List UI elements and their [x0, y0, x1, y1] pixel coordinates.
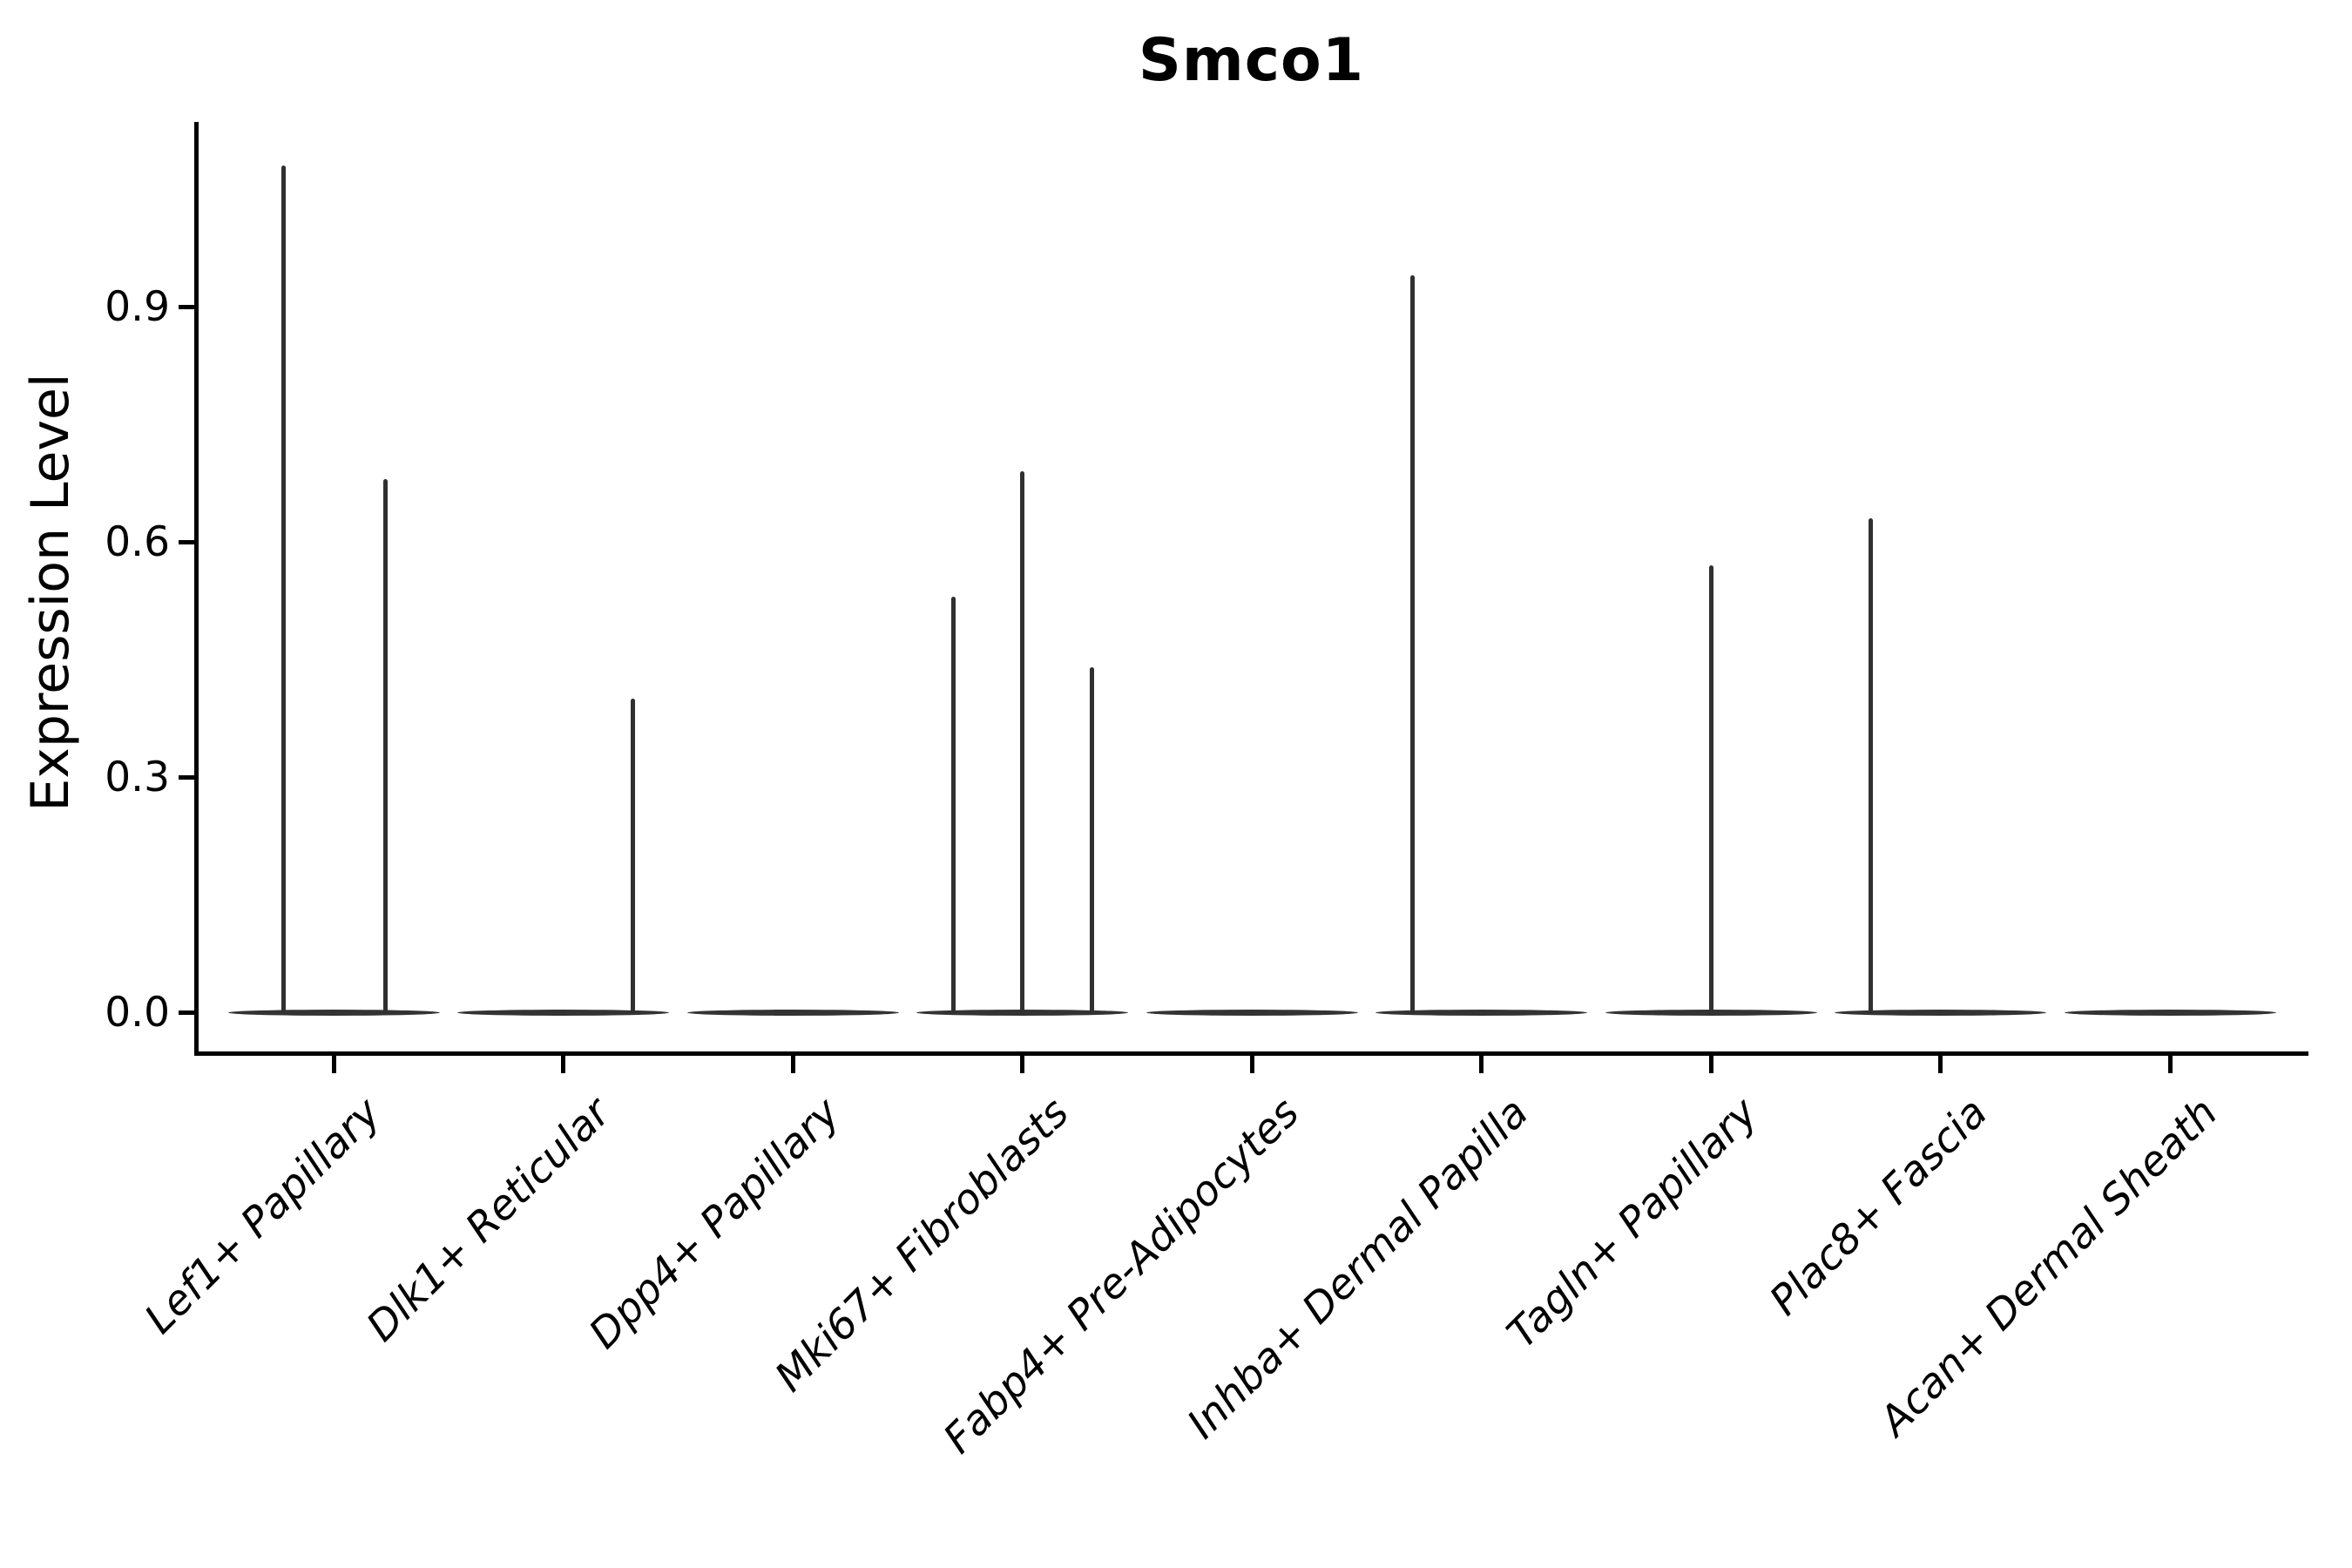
x-tick-mark: [790, 1056, 795, 1073]
y-tick-label: 0.9: [105, 282, 170, 331]
plot-title: Smco1: [1138, 26, 1365, 95]
y-tick-mark: [179, 539, 194, 544]
violin-body: [1375, 1009, 1587, 1016]
x-tick-mark: [1020, 1056, 1024, 1073]
x-tick-label: Dpp4+ Papillary: [579, 1088, 849, 1359]
violin-needle: [1020, 471, 1024, 1013]
x-tick-mark: [1479, 1056, 1484, 1073]
violin-needle: [1708, 565, 1713, 1013]
x-tick-mark: [561, 1056, 565, 1073]
violin-body: [1146, 1009, 1358, 1016]
y-axis-label: Expression Level: [20, 373, 81, 812]
y-tick-mark: [179, 774, 194, 780]
x-tick-label: Dlk1+ Reticular: [357, 1088, 620, 1351]
violin-needle: [631, 699, 636, 1013]
violin-body: [2064, 1009, 2276, 1016]
x-tick-mark: [1938, 1056, 1943, 1073]
violin-needle: [383, 479, 389, 1013]
y-tick-mark: [179, 304, 194, 309]
violin-needle: [1410, 275, 1416, 1013]
y-tick-label: 0.3: [105, 753, 170, 801]
y-tick-label: 0.6: [105, 517, 170, 566]
x-tick-label: Tagln+ Papillary: [1497, 1088, 1767, 1358]
x-tick-label: Plac8+ Fascia: [1761, 1088, 1997, 1325]
y-axis-line: [194, 122, 199, 1056]
violin-needle: [951, 597, 956, 1013]
violin-body: [227, 1009, 440, 1016]
x-tick-mark: [331, 1056, 336, 1073]
violin-body: [1835, 1009, 2046, 1016]
violin-body: [686, 1009, 899, 1016]
y-tick-mark: [179, 1010, 194, 1015]
violin-needle: [1089, 667, 1094, 1013]
x-tick-mark: [2167, 1056, 2173, 1073]
violin-body: [457, 1009, 669, 1016]
violin-needle: [1869, 518, 1874, 1013]
violin-needle: [280, 166, 286, 1013]
y-tick-label: 0.0: [105, 988, 170, 1037]
x-tick-label: Lef1+ Papillary: [135, 1088, 390, 1343]
x-tick-mark: [1708, 1056, 1713, 1073]
x-axis-line: [194, 1051, 2308, 1056]
x-tick-mark: [1249, 1056, 1254, 1073]
